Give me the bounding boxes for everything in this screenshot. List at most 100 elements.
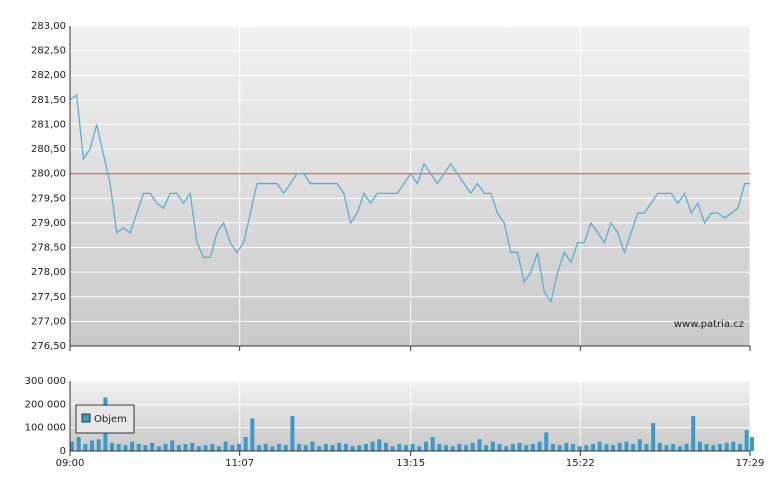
- y-tick-label: 282,50: [31, 46, 66, 57]
- volume-bar: [424, 441, 429, 451]
- volume-bar: [651, 423, 656, 451]
- volume-bar: [677, 446, 682, 451]
- volume-bar: [591, 444, 596, 451]
- volume-bar: [110, 442, 115, 451]
- volume-bar: [303, 445, 308, 451]
- volume-bar: [277, 444, 282, 451]
- volume-bar: [383, 442, 388, 451]
- volume-bar: [143, 445, 148, 451]
- volume-bar: [644, 444, 649, 451]
- volume-bar: [484, 445, 489, 451]
- volume-bar: [290, 416, 295, 451]
- volume-bar: [136, 444, 141, 451]
- volume-bar: [403, 445, 408, 451]
- volume-bar: [203, 445, 208, 451]
- y-tick-label: 200 000: [25, 399, 66, 410]
- volume-bar: [524, 445, 529, 451]
- volume-bar: [617, 442, 622, 451]
- volume-bar: [130, 441, 135, 451]
- y-tick-label: 300 000: [25, 376, 66, 387]
- volume-bar: [704, 444, 709, 451]
- volume-bar: [584, 445, 589, 451]
- volume-bar: [223, 441, 228, 451]
- x-tick-label: 17:29: [736, 458, 765, 469]
- volume-bar: [490, 441, 495, 451]
- volume-bar: [210, 444, 215, 451]
- volume-bar: [717, 444, 722, 451]
- volume-bar: [363, 444, 368, 451]
- volume-bar: [76, 437, 81, 451]
- legend-swatch: [81, 413, 91, 423]
- volume-bar: [504, 446, 509, 451]
- volume-bar: [477, 439, 482, 451]
- volume-bar: [377, 439, 382, 451]
- volume-bar: [417, 446, 422, 451]
- volume-bar: [637, 439, 642, 451]
- volume-bar: [156, 446, 161, 451]
- volume-bar: [236, 444, 241, 451]
- legend-label: Objem: [94, 414, 127, 425]
- volume-bar: [470, 442, 475, 451]
- x-tick-label: 09:00: [56, 458, 85, 469]
- volume-bar: [230, 445, 235, 451]
- volume-bar: [123, 445, 128, 451]
- x-tick-label: 15:22: [566, 458, 595, 469]
- volume-bar: [190, 442, 195, 451]
- volume-bar: [724, 442, 729, 451]
- volume-bar: [283, 445, 288, 451]
- volume-bar: [510, 444, 515, 451]
- volume-bar: [257, 445, 262, 451]
- volume-bar: [604, 444, 609, 451]
- volume-bar: [397, 444, 402, 451]
- volume-bar: [671, 444, 676, 451]
- volume-bar: [170, 440, 175, 451]
- volume-bar: [410, 444, 415, 451]
- volume-bar: [570, 444, 575, 451]
- volume-bar: [150, 442, 155, 451]
- volume-bar: [684, 444, 689, 451]
- volume-bar: [70, 441, 74, 451]
- volume-bar: [457, 444, 462, 451]
- volume-bar: [737, 444, 742, 451]
- volume-bar: [744, 430, 749, 451]
- y-tick-label: 279,00: [31, 218, 66, 229]
- volume-bar: [216, 446, 221, 451]
- y-tick-label: 278,50: [31, 243, 66, 254]
- volume-bar: [750, 437, 754, 451]
- volume-bar: [323, 444, 328, 451]
- y-tick-label: 283,00: [31, 21, 66, 32]
- volume-bar: [530, 444, 535, 451]
- volume-bar: [263, 444, 268, 451]
- volume-bar: [444, 445, 449, 451]
- volume-bar: [631, 444, 636, 451]
- y-tick-label: 280,50: [31, 144, 66, 155]
- y-tick-label: 278,00: [31, 267, 66, 278]
- volume-bar: [624, 441, 629, 451]
- y-tick-label: 277,50: [31, 292, 66, 303]
- volume-bar: [196, 446, 201, 451]
- volume-bar: [657, 442, 662, 451]
- volume-bar: [450, 446, 455, 451]
- volume-bar: [163, 444, 168, 451]
- volume-bar: [611, 445, 616, 451]
- volume-bar: [310, 441, 315, 451]
- volume-bar: [390, 446, 395, 451]
- volume-bar: [430, 437, 435, 451]
- volume-bar: [243, 437, 248, 451]
- y-tick-label: 279,50: [31, 193, 66, 204]
- price-line: [69, 93, 750, 304]
- volume-bar: [297, 444, 302, 451]
- volume-bar: [691, 416, 696, 451]
- x-tick-label: 11:07: [225, 458, 254, 469]
- y-tick-label: 282,00: [31, 70, 66, 81]
- y-tick-label: 100 000: [25, 423, 66, 434]
- volume-bar: [270, 446, 275, 451]
- volume-bar: [116, 444, 121, 451]
- volume-bar: [176, 445, 181, 451]
- watermark: www.patria.cz: [674, 319, 744, 330]
- volume-bar: [437, 444, 442, 451]
- x-tick-label: 13:15: [396, 458, 425, 469]
- volume-bar: [90, 440, 95, 451]
- volume-bar: [250, 418, 255, 451]
